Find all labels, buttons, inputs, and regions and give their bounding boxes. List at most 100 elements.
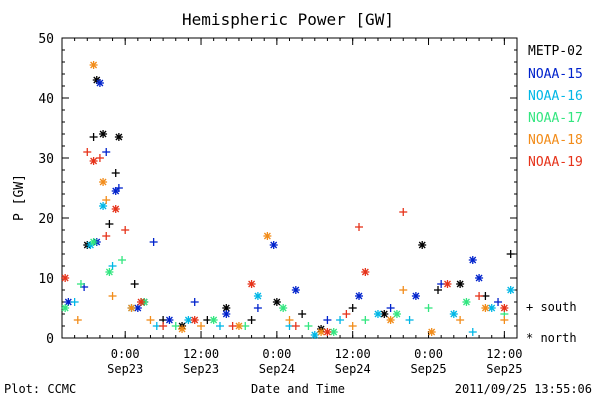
data-point-noaa-19-south (355, 223, 364, 231)
data-point-noaa-19-north (111, 205, 120, 213)
data-point-noaa-16-north (99, 202, 108, 210)
data-point-metp-02-south (111, 169, 120, 177)
data-point-noaa-17-north (392, 310, 401, 318)
data-point-noaa-18-north (427, 328, 436, 336)
data-point-noaa-16-south (108, 262, 117, 270)
data-point-noaa-18-north (127, 304, 136, 312)
data-point-noaa-15-south (386, 304, 395, 312)
data-point-noaa-17-north (105, 268, 114, 276)
data-point-noaa-18-south (285, 316, 294, 324)
x-tick-label-time: 12:00 (486, 347, 522, 361)
data-point-noaa-18-south (348, 322, 357, 330)
x-tick-label-date: Sep24 (259, 362, 295, 376)
data-point-noaa-19-south (291, 322, 300, 330)
data-point-metp-02-north (114, 133, 123, 141)
data-point-noaa-19-north (323, 328, 332, 336)
data-point-noaa-16-south (70, 298, 79, 306)
data-point-noaa-17-north (279, 304, 288, 312)
y-tick-label: 20 (38, 212, 54, 227)
data-point-noaa-15-south (102, 148, 111, 156)
data-point-noaa-16-north (449, 310, 458, 318)
data-point-noaa-19-north (500, 304, 509, 312)
data-point-noaa-18-north (481, 304, 490, 312)
data-point-noaa-15-south (190, 298, 199, 306)
data-point-metp-02-north (272, 298, 281, 306)
data-point-metp-02-north (222, 304, 231, 312)
data-point-noaa-17-north (89, 238, 98, 246)
data-point-noaa-17-north (209, 316, 218, 324)
legend-item-noaa-15: NOAA-15 (528, 67, 583, 82)
data-point-noaa-15-north (269, 241, 278, 249)
data-point-metp-02-south (89, 133, 98, 141)
data-point-noaa-15-north (475, 274, 484, 282)
data-point-noaa-18-south (399, 286, 408, 294)
data-point-noaa-17-south (118, 256, 127, 264)
data-point-metp-02-north (456, 280, 465, 288)
plot-frame (61, 37, 518, 339)
data-point-noaa-15-south (253, 304, 262, 312)
data-point-noaa-19-south (83, 148, 92, 156)
data-point-metp-02-north (418, 241, 427, 249)
data-point-noaa-18-north (386, 316, 395, 324)
data-point-noaa-16-north (253, 292, 262, 300)
data-point-noaa-17-north (61, 304, 70, 312)
data-point-noaa-16-north (506, 286, 515, 294)
data-point-noaa-19-south (399, 208, 408, 216)
data-point-metp-02-south (434, 286, 443, 294)
data-point-noaa-19-north (247, 280, 256, 288)
chart-title: Hemispheric Power [GW] (182, 10, 394, 29)
data-point-noaa-19-south (159, 322, 168, 330)
data-point-noaa-18-south (146, 316, 155, 324)
data-point-metp-02-south (298, 310, 307, 318)
data-point-noaa-18-north (89, 61, 98, 69)
data-point-noaa-19-north (361, 268, 370, 276)
data-point-noaa-19-south (475, 292, 484, 300)
data-point-noaa-15-north (95, 79, 104, 87)
data-point-noaa-15-north (165, 316, 174, 324)
data-point-noaa-19-south (102, 232, 111, 240)
data-point-noaa-15-south (149, 238, 158, 246)
data-point-noaa-18-south (456, 316, 465, 324)
plot-timestamp: 2011/09/25 13:55:06 (454, 382, 592, 396)
data-point-noaa-16-south (468, 328, 477, 336)
legend-item-metp-02: METP-02 (528, 44, 583, 59)
data-point-noaa-15-north (355, 292, 364, 300)
data-point-metp-02-south (506, 250, 515, 258)
data-point-metp-02-south (130, 280, 139, 288)
x-tick-label-time: 12:00 (335, 347, 371, 361)
x-tick-label-time: 0:00 (414, 347, 443, 361)
y-tick-label: 0 (46, 332, 54, 347)
data-point-noaa-19-north (190, 316, 199, 324)
y-tick-label: 50 (38, 32, 54, 47)
legend-south-marker: + south (526, 300, 577, 314)
data-point-noaa-18-north (263, 232, 272, 240)
data-point-noaa-18-south (102, 196, 111, 204)
legend-item-noaa-18: NOAA-18 (528, 133, 583, 148)
data-point-noaa-17-south (361, 316, 370, 324)
legend-north-marker: * north (526, 331, 577, 345)
data-point-noaa-19-north (61, 274, 70, 282)
data-point-noaa-16-south (215, 322, 224, 330)
legend-item-noaa-17: NOAA-17 (528, 111, 583, 126)
x-tick-label-date: Sep24 (335, 362, 371, 376)
legend-item-noaa-19: NOAA-19 (528, 155, 583, 170)
x-tick-label-time: 12:00 (183, 347, 219, 361)
x-tick-label-date: Sep25 (486, 362, 522, 376)
x-tick-label-time: 0:00 (262, 347, 291, 361)
data-point-noaa-19-south (95, 154, 104, 162)
x-tick-label-date: Sep23 (107, 362, 143, 376)
data-point-noaa-15-north (411, 292, 420, 300)
y-tick-label: 40 (38, 92, 54, 107)
data-point-noaa-19-south (342, 310, 351, 318)
data-point-noaa-18-south (197, 322, 206, 330)
data-point-noaa-16-north (373, 310, 382, 318)
data-point-noaa-18-north (234, 322, 243, 330)
data-point-noaa-19-north (136, 298, 145, 306)
data-point-noaa-18-north (99, 178, 108, 186)
data-point-noaa-15-north (291, 286, 300, 294)
data-point-noaa-17-south (304, 322, 313, 330)
data-point-noaa-18-south (500, 316, 509, 324)
x-tick-label-time: 0:00 (111, 347, 140, 361)
plot-credit: Plot: CCMC (4, 382, 77, 396)
data-point-noaa-19-south (228, 322, 237, 330)
